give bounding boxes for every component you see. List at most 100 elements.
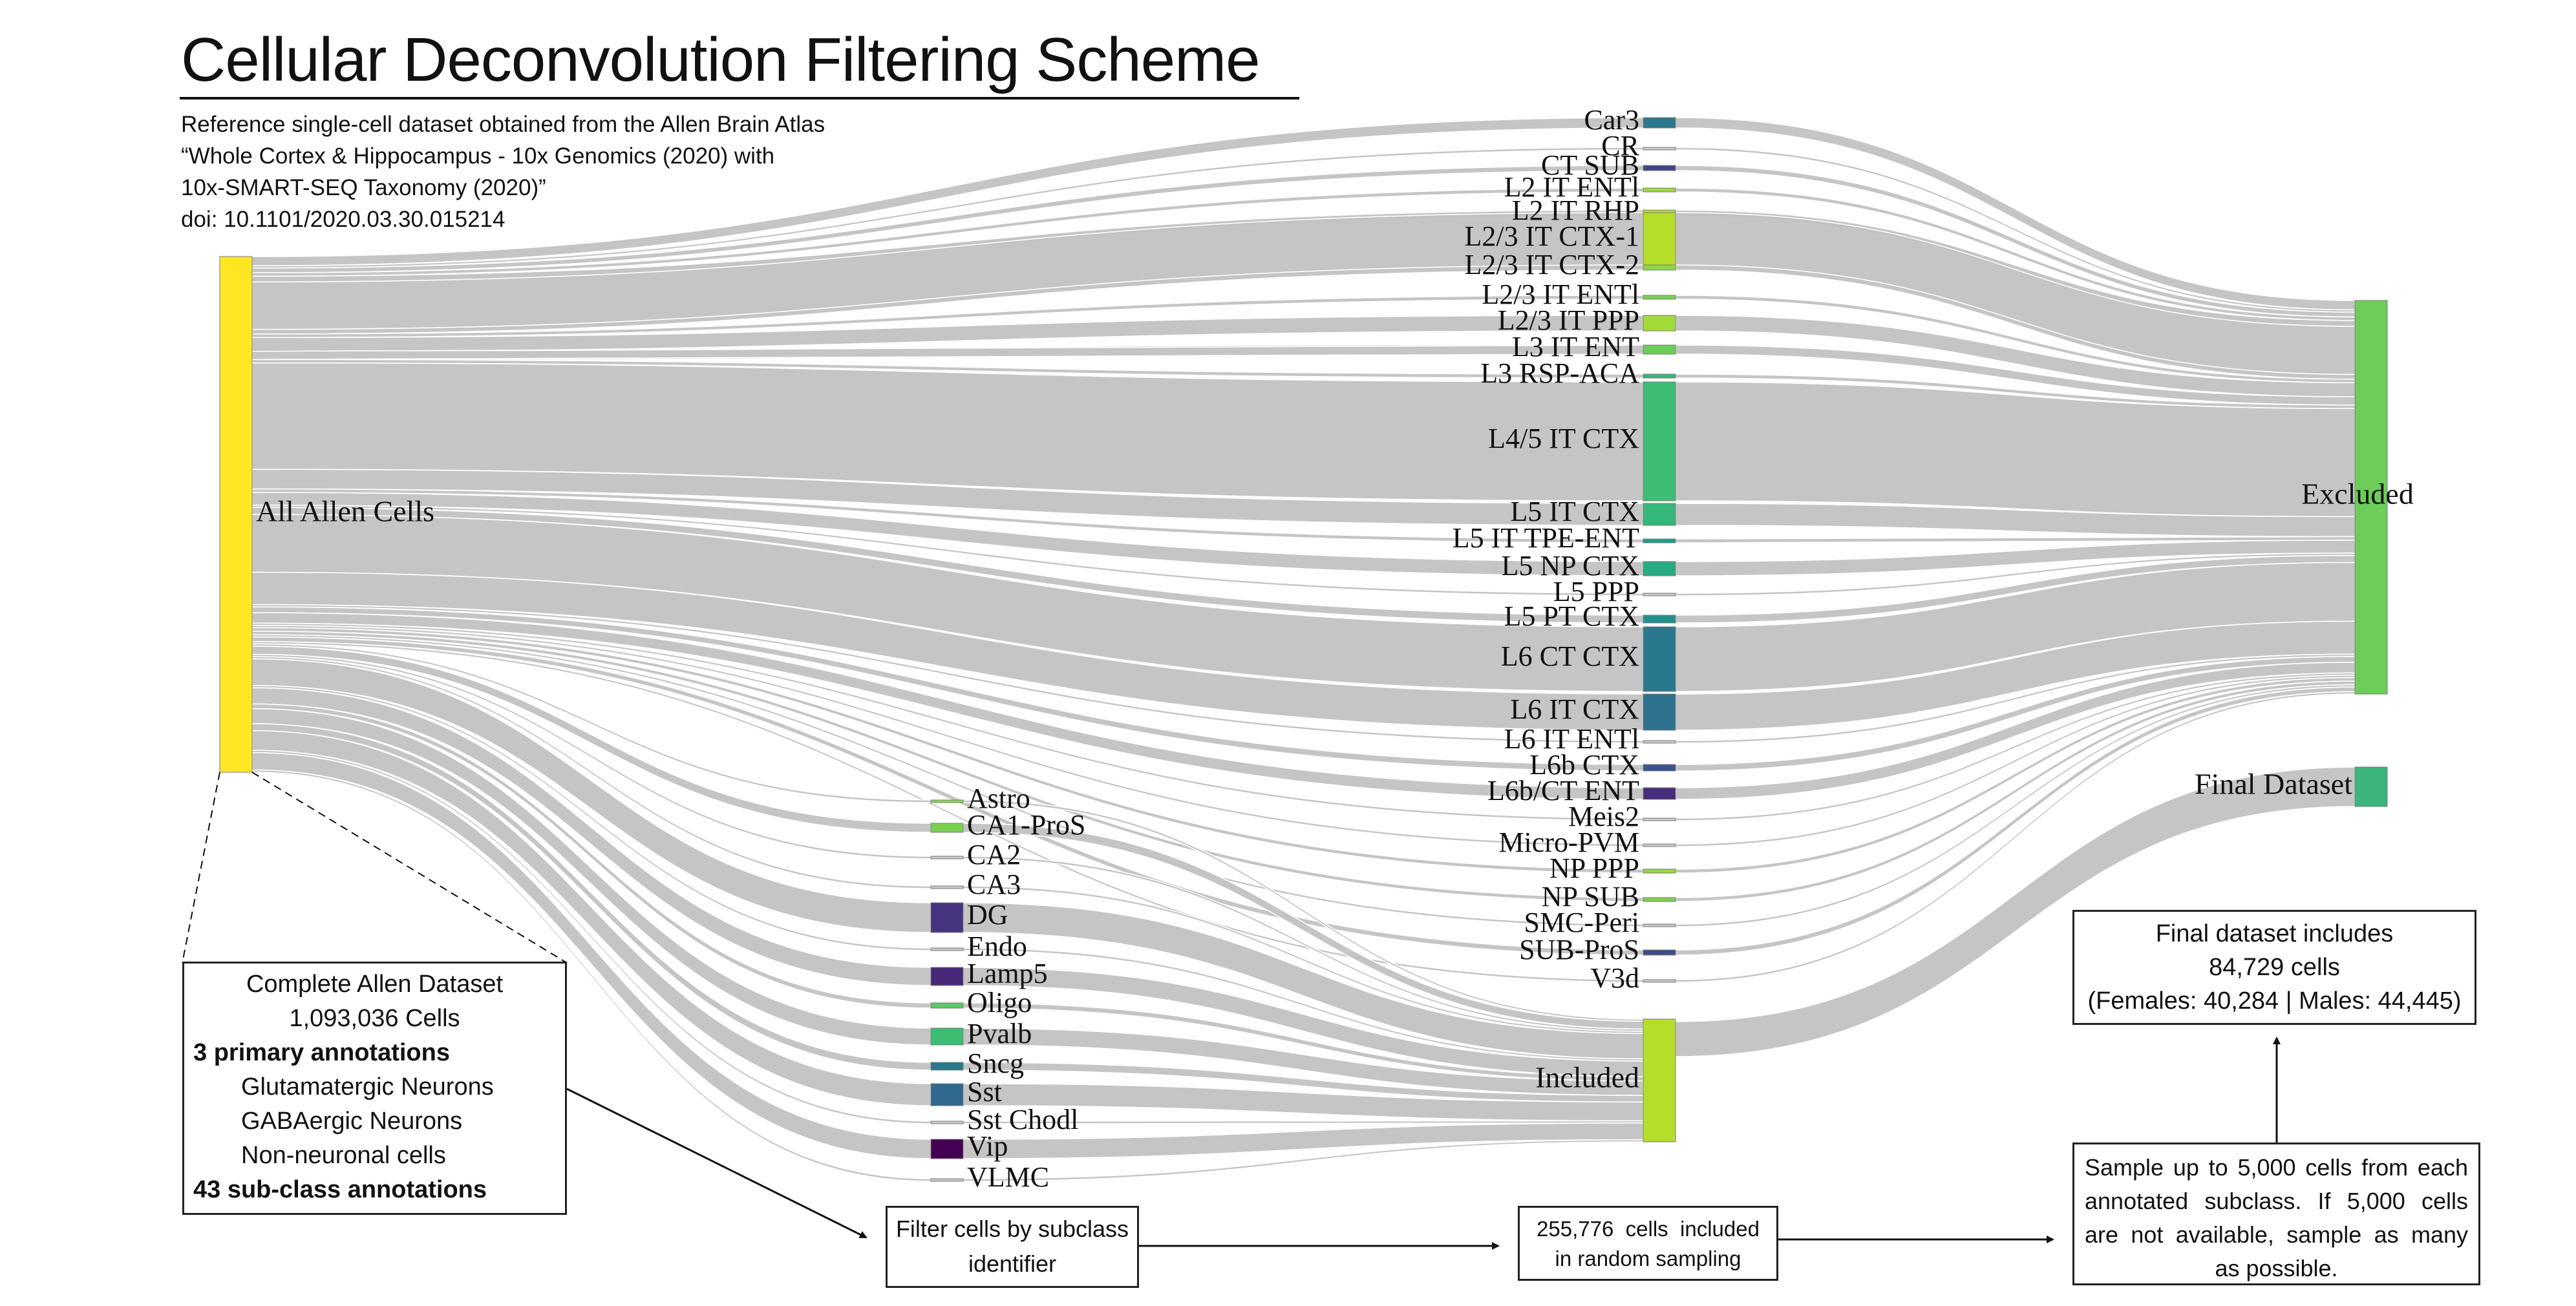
node-v3d [1643, 979, 1676, 983]
filter-step-line: identifier [968, 1250, 1057, 1277]
label-final-dataset: Final Dataset [2195, 768, 2352, 801]
label-included-subclass: Sst [967, 1076, 1002, 1108]
label-excluded-subclass: CT SUB [1541, 149, 1639, 181]
sampling-rule-box: Sample up to 5,000 cells from each annot… [2072, 1143, 2480, 1285]
node-sst-chodl [930, 1121, 964, 1124]
label-included-subclass: Oligo [967, 987, 1032, 1018]
node-sub-pros [1643, 949, 1676, 956]
label-excluded-subclass: L6b CTX [1529, 749, 1639, 781]
label-excluded-subclass: L5 PPP [1553, 576, 1639, 607]
label-included-subclass: VLMC [967, 1161, 1049, 1193]
node-vip [930, 1139, 964, 1159]
node-l5-pt-ctx [1643, 615, 1676, 624]
included-count-line: 255,776 cells included [1537, 1217, 1760, 1241]
label-excluded-subclass: NP SUB [1542, 881, 1639, 912]
label-excluded-subclass: CR [1601, 130, 1639, 162]
zoom-dashed-line-right [251, 772, 568, 964]
node-l5-ppp [1643, 593, 1676, 596]
node-ca1-pros [930, 823, 964, 833]
subtitle-line: “Whole Cortex & Hippocampus - 10x Genomi… [181, 143, 775, 169]
node-l3-rsp-aca [1643, 374, 1676, 379]
label-excluded-subclass: L6 IT CTX [1510, 693, 1639, 725]
label-excluded-subclass: L4/5 IT CTX [1488, 423, 1639, 454]
dataset-source-note: Reference single-cell dataset obtained f… [181, 109, 825, 235]
label-excluded-subclass: Car3 [1584, 104, 1639, 136]
node-excluded [2354, 300, 2388, 695]
node-ca3 [930, 885, 964, 889]
label-excluded-subclass: SMC-Peri [1524, 907, 1639, 938]
label-excluded-subclass: L2/3 IT ENTl [1482, 279, 1639, 310]
label-excluded-subclass: L2 IT ENTl [1504, 171, 1639, 203]
complete-dataset-box: Complete Allen Dataset 1,093,036 Cells 3… [182, 962, 567, 1215]
node-l3-it-ent [1643, 344, 1676, 355]
node-l6b-ctx [1643, 764, 1676, 772]
label-included-subclass: Endo [967, 931, 1027, 962]
node-smc-peri [1643, 923, 1676, 927]
node-l5-np-ctx [1643, 561, 1676, 576]
label-excluded-subclass: L3 IT ENT [1512, 331, 1639, 363]
label-excluded-subclass: SUB-ProS [1519, 934, 1639, 965]
zoom-dashed-line-left [182, 772, 220, 964]
label-excluded-subclass: L5 PT CTX [1504, 600, 1639, 632]
node-final-dataset [2354, 766, 2388, 807]
source-node-all-allen-cells [219, 256, 253, 773]
node-sst [930, 1083, 964, 1106]
node-dg [930, 902, 964, 933]
node-lamp5 [930, 967, 964, 986]
label-excluded-subclass: L5 NP CTX [1502, 550, 1640, 582]
arrow-complete-to-filter [566, 1088, 868, 1239]
node-car3 [1643, 117, 1676, 129]
label-all-allen-cells: All Allen Cells [256, 495, 434, 528]
node-vlmc [930, 1178, 964, 1182]
primary-annotation-item: GABAergic Neurons [241, 1108, 463, 1135]
node-l6b-ct-ent [1643, 787, 1676, 800]
label-included-subclass: CA3 [967, 869, 1021, 900]
node-astro [930, 799, 964, 803]
final-dataset-line: (Females: 40,284 | Males: 44,445) [2087, 987, 2462, 1015]
node-l2-3-it-entl [1643, 295, 1676, 300]
label-excluded-subclass: V3d [1590, 962, 1639, 994]
label-excluded-subclass: L3 RSP-ACA [1480, 357, 1639, 389]
node-l6-it-ctx [1643, 693, 1676, 731]
label-excluded-subclass: L6 IT ENTl [1504, 723, 1639, 755]
node-pvalb [930, 1027, 964, 1046]
label-included-subclass: Sncg [967, 1048, 1024, 1079]
included-count-line: in random sampling [1555, 1247, 1741, 1270]
node-l2-it-entl [1643, 187, 1676, 193]
label-excluded-subclass: L5 IT CTX [1510, 496, 1639, 527]
primary-annotation-item: Non-neuronal cells [241, 1142, 446, 1169]
node-ct-sub [1643, 165, 1676, 171]
final-dataset-box: Final dataset includes 84,729 cells (Fem… [2072, 910, 2476, 1025]
node-l6-ct-ctx [1643, 626, 1676, 692]
label-included-subclass: CA2 [967, 839, 1021, 870]
label-included-subclass: Astro [967, 783, 1030, 814]
label-included-subclass: Lamp5 [967, 958, 1048, 989]
subtitle-line: doi: 10.1101/2020.03.30.015214 [181, 207, 506, 232]
primary-annotation-item: Glutamatergic Neurons [241, 1073, 494, 1101]
node-l2-3-it-ppp [1643, 315, 1676, 332]
label-excluded-subclass: L2/3 IT CTX-2 [1465, 249, 1640, 280]
sampling-rule-text: Sample up to 5,000 cells from each annot… [2085, 1154, 2468, 1281]
node-sncg [930, 1062, 964, 1071]
label-excluded-subclass: L2/3 IT PPP [1498, 304, 1639, 336]
final-dataset-line: 84,729 cells [2209, 954, 2340, 981]
included-count-box: 255,776 cells included in random samplin… [1518, 1206, 1778, 1281]
filter-step-line: Filter cells by subclass [895, 1216, 1129, 1242]
label-included-subclass: Sst Chodl [967, 1104, 1078, 1135]
label-included-subclass: Pvalb [967, 1018, 1032, 1049]
subtitle-line: Reference single-cell dataset obtained f… [181, 112, 825, 137]
label-excluded-subclass: L2 IT RHP [1512, 195, 1639, 226]
node-included [1643, 1018, 1676, 1143]
filter-step-box: Filter cells by subclass identifier [886, 1206, 1139, 1288]
node-micro-pvm [1643, 843, 1676, 847]
node-cr [1643, 147, 1676, 151]
title-underline [180, 97, 1299, 100]
page-title: Cellular Deconvolution Filtering Scheme [181, 25, 1260, 94]
label-excluded-subclass: NP PPP [1549, 852, 1639, 884]
node-np-ppp [1643, 869, 1676, 874]
complete-dataset-title: Complete Allen Dataset [246, 971, 504, 998]
label-excluded-subclass: Meis2 [1568, 801, 1639, 832]
node-l4-5-it-ctx [1643, 381, 1676, 501]
